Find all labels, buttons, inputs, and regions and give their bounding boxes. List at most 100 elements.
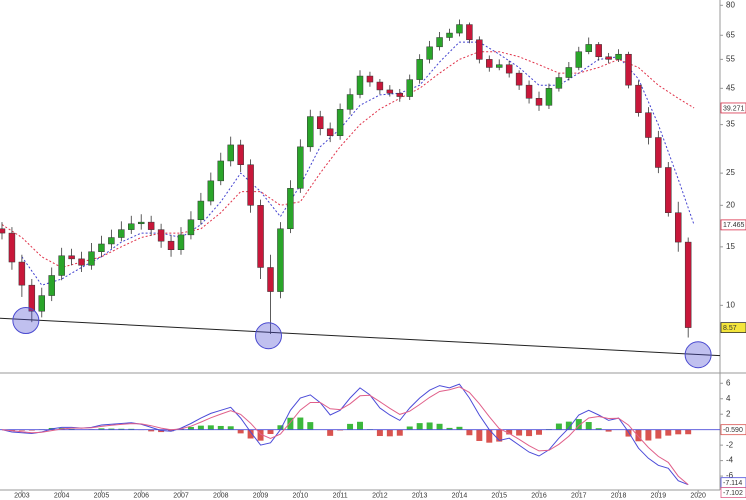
histogram-bar (526, 429, 533, 437)
histogram-bar (18, 429, 25, 431)
y-tick-label: 20 (726, 200, 735, 209)
candle-body (8, 232, 16, 263)
histogram-bar (287, 417, 294, 430)
y-tick-label: -6 (726, 471, 734, 480)
x-tick-label: 2012 (372, 492, 388, 499)
y-tick-label: -2 (726, 440, 734, 449)
highlight-circle (255, 322, 283, 350)
candle-body (406, 79, 413, 97)
candle-body (655, 137, 662, 168)
histogram-bar (496, 429, 503, 442)
histogram-bar (595, 428, 602, 430)
trendline (0, 317, 721, 357)
histogram-bar (8, 429, 15, 431)
x-tick-label: 2010 (293, 492, 309, 499)
x-tick-label: 2011 (333, 492, 348, 499)
histogram-bar (207, 425, 214, 430)
x-tick-label: 2004 (54, 492, 70, 499)
highlight-circle (684, 341, 712, 369)
candle-body (58, 255, 65, 276)
candle-body (545, 88, 553, 106)
value-label: 8.57 (723, 325, 737, 332)
value-box (720, 102, 746, 114)
histogram-bar (516, 429, 523, 436)
x-tick-label: 2006 (133, 492, 149, 499)
candle-body (505, 64, 513, 74)
value-label: 17.465 (723, 222, 745, 229)
candle-body (456, 24, 463, 34)
candle-body (287, 188, 294, 230)
x-tick-label: 2020 (690, 492, 706, 499)
histogram-bar (645, 429, 652, 441)
histogram-bar (217, 425, 224, 430)
candle-body (108, 237, 115, 245)
histogram-bar (565, 421, 572, 430)
histogram-bar (267, 429, 274, 435)
histogram-bar (237, 429, 244, 434)
histogram-bar (347, 423, 354, 430)
candle-body (18, 261, 26, 286)
signal-line (1, 386, 689, 485)
candle-body (495, 64, 503, 68)
histogram-bar (247, 429, 254, 439)
histogram-bar (118, 428, 125, 430)
histogram-bar (197, 425, 204, 430)
candle-body (356, 75, 364, 95)
x-tick-label: 2016 (531, 492, 547, 499)
value-box (720, 322, 746, 334)
candle-body (207, 180, 215, 202)
y-tick-label: 55 (726, 54, 735, 63)
y-tick-label: 35 (726, 120, 735, 129)
candle-body (535, 98, 543, 106)
candle-body (585, 44, 592, 52)
moving-average (1, 51, 695, 269)
histogram-bar (585, 422, 592, 430)
candle-body (476, 39, 483, 60)
value-label: -7.102 (723, 490, 743, 497)
candle-body (38, 295, 46, 312)
candle-body (565, 67, 573, 78)
candle-body (486, 59, 493, 68)
x-tick-label: 2008 (213, 492, 229, 499)
y-tick-label: 80 (726, 0, 735, 9)
candle-body (98, 243, 105, 252)
histogram-bar (605, 429, 612, 432)
x-tick-label: 2007 (173, 492, 189, 499)
candle-body (78, 258, 85, 266)
candle-body (674, 212, 682, 243)
candle-body (118, 229, 125, 238)
histogram-bar (386, 429, 393, 437)
candle-body (157, 229, 165, 242)
histogram-bar (476, 429, 483, 441)
candle-body (665, 167, 672, 213)
candle-body (217, 160, 225, 182)
candle-body (635, 84, 642, 113)
candle-body (326, 128, 334, 136)
x-tick-label: 2017 (571, 492, 587, 499)
x-tick-label: 2003 (14, 492, 30, 499)
y-tick-label: 2 (726, 409, 731, 418)
y-tick-label: 25 (726, 168, 735, 177)
candle-body (386, 89, 394, 94)
macd-line (1, 383, 689, 486)
candle-body (147, 221, 155, 230)
histogram-bar (436, 423, 443, 430)
histogram-bar (655, 429, 662, 439)
candle-body (137, 221, 145, 225)
candle-body (416, 59, 423, 80)
histogram-bar (168, 429, 175, 432)
x-tick-label: 2013 (412, 492, 428, 499)
candle-body (346, 94, 354, 110)
histogram-bar (675, 429, 682, 435)
candle-body (426, 46, 433, 60)
histogram-bar (327, 429, 334, 436)
histogram-bar (635, 429, 642, 442)
candle-body (247, 164, 254, 206)
x-tick-label: 2005 (94, 492, 110, 499)
candle-body (605, 56, 612, 60)
candle-body (436, 37, 443, 48)
candle-body (257, 205, 264, 268)
value-box (720, 487, 746, 499)
histogram-bar (28, 429, 35, 431)
